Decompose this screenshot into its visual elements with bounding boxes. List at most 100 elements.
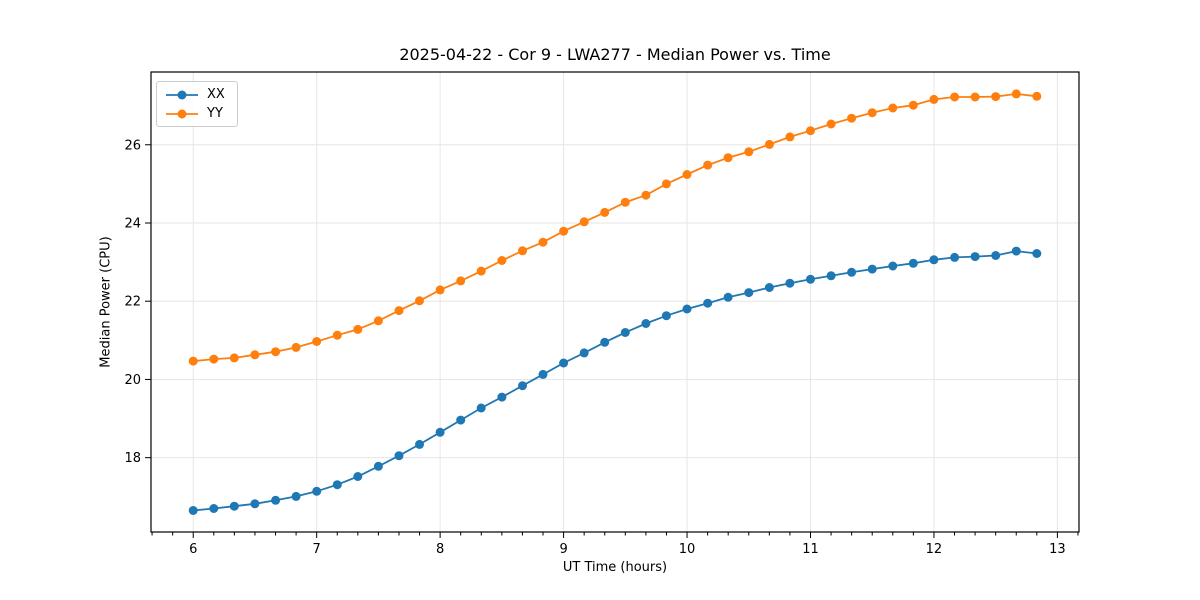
data-point [1032, 249, 1042, 258]
data-point [373, 461, 383, 471]
x-tick-label: 13 [1049, 542, 1066, 557]
x-tick-label: 6 [189, 542, 197, 557]
data-point [271, 495, 281, 505]
yy-series-marker-icon [166, 109, 198, 118]
data-point [641, 190, 651, 200]
data-point [785, 132, 795, 142]
data-point [394, 306, 404, 316]
y-tick-label: 22 [124, 295, 141, 310]
data-point [353, 324, 363, 334]
data-point [950, 252, 960, 262]
data-point [723, 292, 733, 302]
x-tick-label: 8 [436, 542, 444, 557]
series-xx [188, 246, 1042, 515]
data-point [970, 92, 980, 102]
data-point [867, 264, 877, 274]
data-point [908, 258, 918, 268]
data-point [620, 328, 630, 337]
axes-spines [150, 71, 1080, 533]
data-point [209, 504, 219, 513]
data-point [703, 298, 713, 308]
data-point [744, 288, 754, 298]
data-point [579, 217, 589, 227]
x-tick-label: 10 [679, 542, 696, 557]
data-point [188, 506, 198, 515]
data-point [291, 342, 301, 352]
data-point [991, 251, 1001, 260]
y-tick-label: 26 [124, 138, 141, 153]
legend-label-xx: XX [207, 87, 225, 102]
data-point [929, 94, 939, 104]
ticks [145, 144, 1079, 538]
data-point [229, 501, 239, 511]
data-point [518, 381, 527, 391]
series-line [193, 92, 1037, 362]
series-line [193, 250, 1037, 512]
data-point [271, 347, 281, 357]
y-tick-label: 24 [124, 216, 141, 231]
data-point [847, 267, 857, 277]
data-point [888, 103, 898, 113]
data-point [744, 147, 754, 157]
y-tick-label: 20 [124, 373, 141, 388]
data-point [970, 252, 980, 262]
data-point [661, 311, 671, 321]
x-tick-label: 9 [559, 542, 567, 557]
data-point [476, 403, 486, 413]
data-point [538, 369, 548, 379]
data-point [435, 285, 445, 295]
x-axis-label: UT Time (hours) [562, 560, 668, 575]
xx-series-marker-icon [166, 90, 198, 99]
data-point [559, 358, 569, 368]
chart-title: 2025-04-22 - Cor 9 - LWA277 - Median Pow… [399, 45, 831, 64]
data-point [723, 153, 733, 163]
data-point [600, 337, 610, 347]
data-point [250, 499, 260, 509]
data-point [991, 92, 1001, 102]
data-point [1011, 246, 1021, 256]
data-point [373, 316, 383, 326]
data-point [332, 330, 342, 340]
data-point [188, 356, 198, 366]
legend-item-yy: YY [165, 106, 225, 121]
data-point [415, 439, 424, 449]
data-point [456, 276, 466, 286]
data-point [847, 113, 857, 123]
data-point [682, 304, 692, 314]
data-point [415, 296, 424, 306]
data-point [785, 278, 795, 288]
data-point [929, 255, 939, 265]
data-point [641, 319, 651, 328]
y-tick-label: 18 [124, 451, 141, 466]
data-point [312, 486, 322, 496]
data-point [703, 160, 713, 170]
x-tick-label: 11 [802, 542, 819, 557]
x-tick-label: 12 [926, 542, 943, 557]
data-point [353, 472, 363, 481]
data-point [682, 170, 692, 179]
data-point [456, 415, 466, 425]
data-point [806, 274, 815, 284]
data-point [826, 271, 836, 281]
data-point [250, 350, 260, 360]
legend: XX YY [156, 81, 238, 127]
data-point [538, 237, 548, 247]
data-point [661, 179, 671, 189]
data-point [435, 427, 445, 437]
legend-label-yy: YY [207, 106, 223, 121]
data-point [559, 226, 569, 236]
data-point [312, 337, 322, 346]
data-point [950, 92, 960, 102]
data-point [620, 197, 630, 207]
tick-labels: 6 7 8 9 10 11 12 13 18 20 22 24 26 [124, 138, 1065, 557]
data-point [579, 348, 589, 358]
x-tick-label: 7 [313, 542, 321, 557]
data-point [1032, 91, 1042, 101]
data-point [764, 283, 774, 292]
data-point [1011, 89, 1021, 99]
data-point [867, 108, 877, 118]
data-point [497, 256, 507, 265]
data-point [806, 126, 815, 136]
